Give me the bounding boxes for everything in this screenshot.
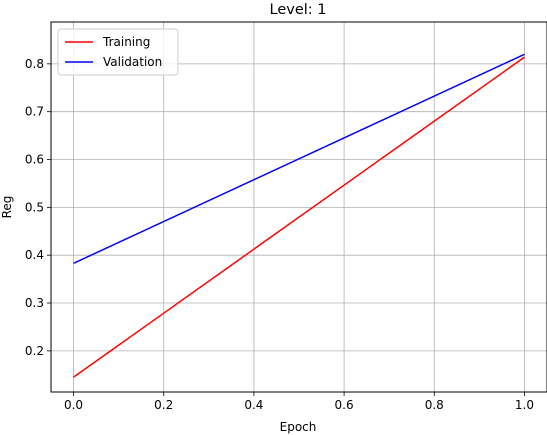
legend-label: Validation (103, 55, 162, 69)
series-line-validation (73, 53, 525, 265)
legend: Training Validation (57, 28, 179, 76)
x-tick-label: 0.4 (244, 398, 263, 412)
y-tick-label: 0.6 (25, 153, 44, 167)
grid-lines (51, 22, 547, 392)
y-axis-label: Reg (0, 196, 14, 219)
x-tick-label: 0.8 (425, 398, 444, 412)
chart-title: Level: 1 (270, 2, 327, 18)
series-lines (73, 53, 525, 378)
x-axis-label: Epoch (280, 420, 317, 434)
x-tick-label: 1.0 (515, 398, 534, 412)
series-line-training (73, 56, 525, 378)
x-tick-label: 0.2 (154, 398, 173, 412)
y-tick-label: 0.7 (25, 105, 44, 119)
y-tick-label: 0.3 (25, 296, 44, 310)
x-tick-label: 0.0 (64, 398, 83, 412)
legend-label: Training (102, 35, 150, 49)
y-tick-label: 0.5 (25, 200, 44, 214)
y-tick-label: 0.2 (25, 344, 44, 358)
y-tick-label: 0.8 (25, 57, 44, 71)
y-tick-label: 0.4 (25, 248, 44, 262)
y-axis-ticks: 0.2 0.3 0.4 0.5 0.6 0.7 0.8 (25, 57, 51, 358)
legend-box (57, 28, 179, 76)
x-axis-ticks: 0.0 0.2 0.4 0.6 0.8 1.0 (64, 392, 534, 412)
x-tick-label: 0.6 (335, 398, 354, 412)
